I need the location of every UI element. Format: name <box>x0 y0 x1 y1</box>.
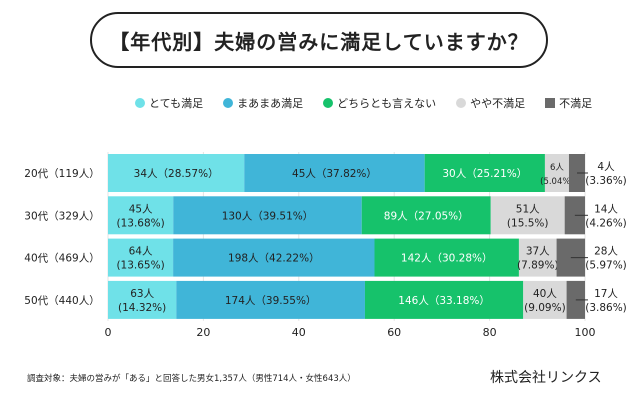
category-label: 40代（469人） <box>24 253 99 265</box>
data-label: 51人 <box>516 203 540 215</box>
x-tick-label: 100 <box>575 326 596 339</box>
bar-segment <box>361 196 491 235</box>
category-label: 20代（119人） <box>24 168 99 180</box>
data-label: 45人（37.82%） <box>292 168 377 180</box>
data-label: (4.26%) <box>585 217 627 229</box>
legend-label: どちらとも言えない <box>337 97 437 110</box>
x-tick-label: 40 <box>292 326 306 339</box>
legend-swatch <box>223 98 234 108</box>
bar-segment <box>518 238 557 277</box>
data-label: (3.86%) <box>585 302 627 314</box>
data-label: 40人 <box>533 288 557 300</box>
x-tick-label: 20 <box>196 326 210 339</box>
data-label: (9.09%) <box>524 302 566 314</box>
bar-segment <box>523 280 567 319</box>
legend-swatch <box>456 98 467 108</box>
data-label: (14.32%) <box>118 302 166 314</box>
bar-segment <box>424 154 545 192</box>
legend-item: やや不満足 <box>456 95 525 111</box>
footnote: 調査対象：夫婦の営みが「ある」と回答した男女1,357人（男性714人・女性64… <box>27 374 356 384</box>
legend-swatch <box>545 98 556 108</box>
legend-item: どちらとも言えない <box>323 95 436 111</box>
data-label: (15.5%) <box>507 217 549 229</box>
bar-segment <box>108 238 174 277</box>
x-tick-label: 60 <box>387 326 401 339</box>
bar-segment <box>364 280 524 319</box>
data-label: 28人 <box>594 246 618 258</box>
category-label: 30代（329人） <box>24 210 99 222</box>
chart-title: 【年代別】夫婦の営みに満足していますか？ <box>90 12 548 68</box>
company-name: 株式会社リンクス <box>490 370 602 386</box>
data-label: 37人 <box>526 246 550 258</box>
data-label: 14人 <box>594 203 618 215</box>
legend-label: とても満足 <box>149 97 204 110</box>
data-label: 89人（27.05%） <box>384 210 469 222</box>
bar-segment <box>490 196 565 235</box>
data-label: 6人 <box>550 163 564 173</box>
category-label: 50代（440人） <box>24 295 99 307</box>
data-label: 34人（28.57%） <box>134 168 219 180</box>
data-label: (5.97%) <box>585 260 627 272</box>
bar-segment <box>108 280 177 319</box>
bar-segment <box>244 154 425 192</box>
bar-segment <box>108 196 174 235</box>
data-label: 64人 <box>129 246 153 258</box>
legend-swatch <box>323 98 334 108</box>
data-label: (3.36%) <box>585 175 627 187</box>
data-label: (13.68%) <box>117 217 165 229</box>
data-label: 63人 <box>130 288 154 300</box>
data-label: (7.89%) <box>517 260 559 272</box>
data-label: 17人 <box>594 288 618 300</box>
legend-label: やや不満足 <box>470 97 526 110</box>
data-label: (5.04%) <box>540 177 574 187</box>
bar-segment <box>108 154 245 192</box>
data-label: 142人（30.28%） <box>401 253 493 265</box>
legend-label: まあまあ満足 <box>237 97 304 110</box>
legend-swatch <box>135 98 145 108</box>
data-label: 146人（33.18%） <box>398 295 490 307</box>
legend: とても満足 まあまあ満足 どちらとも言えない やや不満足 不満足 <box>135 95 592 111</box>
data-label: (13.65%) <box>116 260 164 272</box>
data-label: 174人（39.55%） <box>225 295 317 307</box>
data-label: 198人（42.22%） <box>228 253 320 265</box>
data-label: 30人（25.21%） <box>442 168 527 180</box>
bar-segment <box>544 154 569 192</box>
legend-label: 不満足 <box>559 97 593 110</box>
bar-segment <box>374 238 519 277</box>
legend-item: とても満足 <box>135 95 203 111</box>
x-tick-label: 0 <box>105 326 112 339</box>
bar-segment <box>173 196 362 235</box>
data-label: 4人 <box>597 161 615 173</box>
legend-item: まあまあ満足 <box>223 95 303 111</box>
bar-segment <box>176 280 365 319</box>
bar-segment <box>173 238 375 277</box>
data-label: 130人（39.51%） <box>222 210 314 222</box>
data-label: 45人 <box>129 203 153 215</box>
x-tick-label: 80 <box>483 326 497 339</box>
legend-item: 不満足 <box>545 95 592 111</box>
